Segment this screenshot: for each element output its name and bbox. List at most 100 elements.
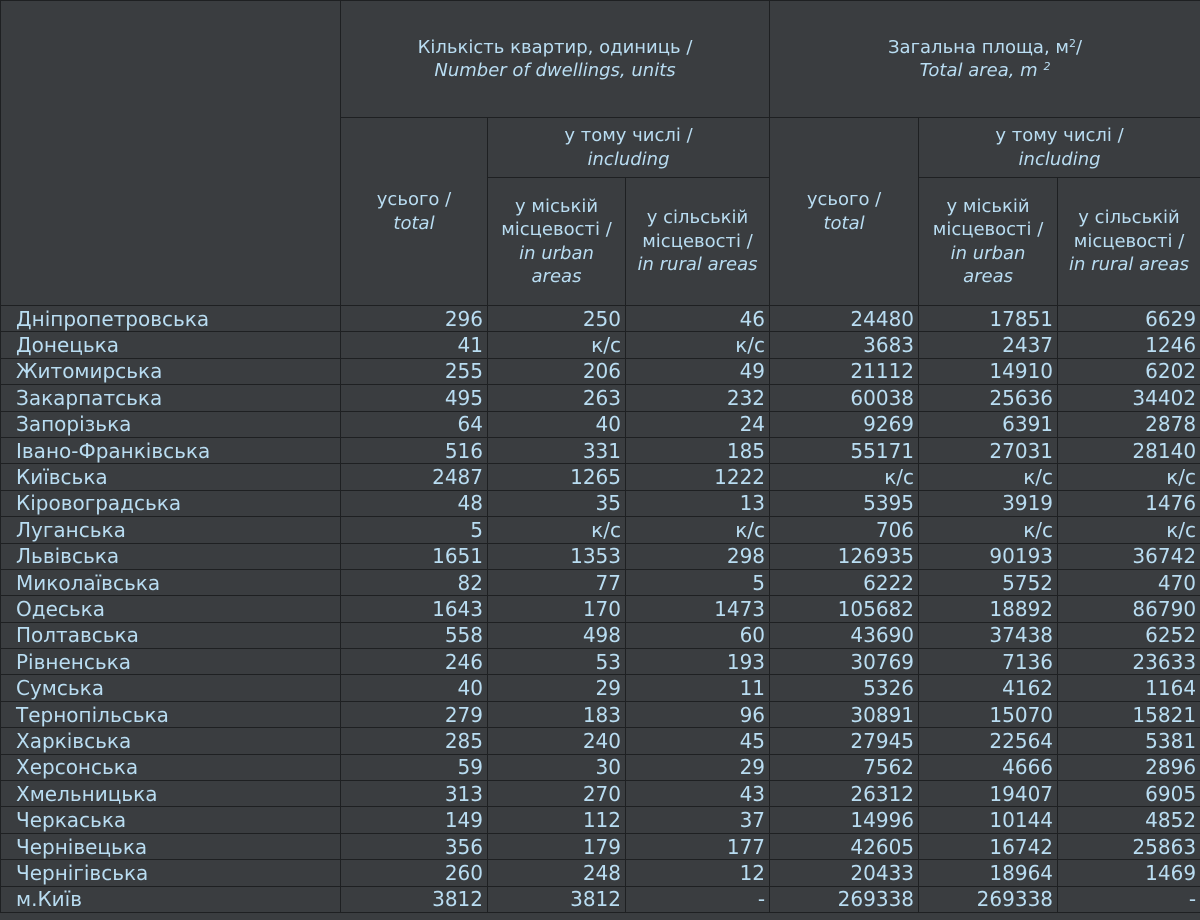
table-row: Миколаївська 82 77 5 6222 5752 470 [0, 568, 1200, 597]
region-cell: Херсонська [0, 753, 341, 782]
dwellings-rural-cell: 11 [624, 674, 771, 702]
dwellings-urban-cell: 179 [487, 832, 626, 861]
dwellings-rural-cell: 1222 [624, 463, 771, 491]
area-total-cell: 105682 [769, 595, 920, 623]
region-cell: Івано-Франківська [0, 436, 341, 465]
area-header-en: Total area, m 2 [770, 59, 1200, 83]
area-total-cell: 24480 [769, 304, 920, 333]
dwellings-total-cell: 59 [340, 753, 488, 782]
region-cell: Рівненська [0, 648, 341, 676]
region-cell: Харківська [0, 727, 341, 755]
dwellings-urban-cell: 263 [487, 384, 626, 412]
dwellings-total-cell: 279 [340, 700, 488, 729]
urban-header-ua-2: місцевості / [932, 219, 1044, 240]
dwellings-total-cell: 255 [340, 357, 488, 386]
dwellings-urban-cell: 240 [487, 727, 626, 755]
table-row: Кіровоградська 48 35 13 5395 3919 1476 [0, 489, 1200, 518]
dwellings-rural-cell: 29 [624, 753, 771, 782]
table-row: Сумська 40 29 11 5326 4162 1164 [0, 674, 1200, 702]
dwellings-header: Кількість квартир, одиниць / Number of d… [339, 0, 771, 118]
dwellings-urban-cell: 498 [487, 621, 626, 650]
dwellings-total-cell: 82 [340, 568, 488, 597]
area-urban-cell: 269338 [918, 885, 1059, 913]
table-row: Хмельницька 313 270 43 26312 19407 6905 [0, 780, 1200, 808]
area-urban-cell: 16742 [918, 832, 1059, 861]
area-rural-cell: 2896 [1057, 753, 1200, 782]
dwellings-total-cell: 64 [340, 410, 488, 438]
area-rural-cell: - [1057, 885, 1200, 913]
region-cell: Чернігівська [0, 859, 341, 887]
area-urban-cell: 15070 [918, 700, 1059, 729]
rural-header-ua-1: у сільській [646, 207, 749, 229]
area-total-cell: к/с [769, 463, 920, 491]
including-header-en: including [1018, 148, 1101, 170]
table-row: Донецька 41 к/с к/с 3683 2437 1246 [0, 331, 1200, 359]
area-urban-cell: 6391 [918, 410, 1059, 438]
dwellings-urban-cell: 3812 [487, 885, 626, 913]
rural-header-en: in rural areas [1069, 254, 1190, 276]
area-total-cell: 5326 [769, 674, 920, 702]
dwellings-urban-cell: 53 [487, 648, 626, 676]
area-header-ua: Загальна площа, м2/ [770, 36, 1200, 60]
area-urban-cell: 18892 [918, 595, 1059, 623]
area-urban-header: у міській місцевості / in urban areas [918, 177, 1059, 306]
dwellings-total-cell: 246 [340, 648, 488, 676]
area-total-cell: 5395 [769, 489, 920, 518]
area-rural-cell: 15821 [1057, 700, 1200, 729]
table-row: Чернівецька 356 179 177 42605 16742 25863 [0, 832, 1200, 861]
dwellings-total-cell: 48 [340, 489, 488, 518]
table-row: Тернопільська 279 183 96 30891 15070 15821 [0, 700, 1200, 729]
dwellings-urban-cell: 112 [487, 806, 626, 834]
dwellings-rural-cell: 232 [624, 384, 771, 412]
dwellings-rural-cell: - [624, 885, 771, 913]
dwellings-urban-cell: 29 [487, 674, 626, 702]
table-row: Закарпатська 495 263 232 60038 25636 34402 [0, 384, 1200, 412]
table-row: Черкаська 149 112 37 14996 10144 4852 [0, 806, 1200, 834]
table-header: Кількість квартир, одиниць / Number of d… [0, 0, 1200, 306]
including-header-ua: у тому числі / [995, 125, 1124, 146]
dwellings-urban-header: у міській місцевості / in urban areas [487, 177, 626, 306]
area-urban-cell: 27031 [918, 436, 1059, 465]
area-urban-cell: к/с [918, 463, 1059, 491]
area-including-header: у тому числі / including [918, 117, 1200, 178]
region-cell: Київська [0, 463, 341, 491]
area-header-ua-sup: 2 [1068, 36, 1076, 50]
area-urban-cell: 7136 [918, 648, 1059, 676]
dwellings-total-cell: 516 [340, 436, 488, 465]
dwellings-urban-cell: 270 [487, 780, 626, 808]
dwellings-urban-cell: 77 [487, 568, 626, 597]
dwellings-rural-cell: 13 [624, 489, 771, 518]
dwellings-urban-cell: 1353 [487, 542, 626, 570]
area-total-cell: 9269 [769, 410, 920, 438]
dwellings-urban-cell: 183 [487, 700, 626, 729]
dwellings-total-cell: 3812 [340, 885, 488, 913]
region-cell: Львівська [0, 542, 341, 570]
area-header: Загальна площа, м2/ Total area, m 2 [769, 0, 1200, 118]
dwellings-urban-cell: 206 [487, 357, 626, 386]
dwellings-rural-cell: 185 [624, 436, 771, 465]
urban-header-en-1: in urban [519, 242, 594, 264]
area-total-cell: 26312 [769, 780, 920, 808]
area-total-cell: 6222 [769, 568, 920, 597]
area-urban-cell: 5752 [918, 568, 1059, 597]
area-total-cell: 706 [769, 516, 920, 544]
area-rural-cell: 1476 [1057, 489, 1200, 518]
dwellings-urban-cell: к/с [487, 331, 626, 359]
total-header-en: total [393, 212, 435, 234]
table-row: м.Київ 3812 3812-269338 269338- [0, 885, 1200, 913]
area-total-cell: 269338 [769, 885, 920, 913]
dwellings-total-cell: 1651 [340, 542, 488, 570]
dwellings-rural-cell: 193 [624, 648, 771, 676]
dwellings-urban-cell: 250 [487, 304, 626, 333]
table-row: Чернігівська 260 248 12 20433 18964 1469 [0, 859, 1200, 887]
area-rural-cell: к/с [1057, 516, 1200, 544]
area-rural-cell: 6905 [1057, 780, 1200, 808]
area-urban-cell: 22564 [918, 727, 1059, 755]
dwellings-urban-cell: 40 [487, 410, 626, 438]
area-urban-cell: 3919 [918, 489, 1059, 518]
dwellings-rural-header: у сільській місцевості / in rural areas [624, 177, 771, 306]
area-urban-cell: 19407 [918, 780, 1059, 808]
table-row: Житомирська 255 206 49 21112 14910 6202 [0, 357, 1200, 386]
region-cell: Донецька [0, 331, 341, 359]
